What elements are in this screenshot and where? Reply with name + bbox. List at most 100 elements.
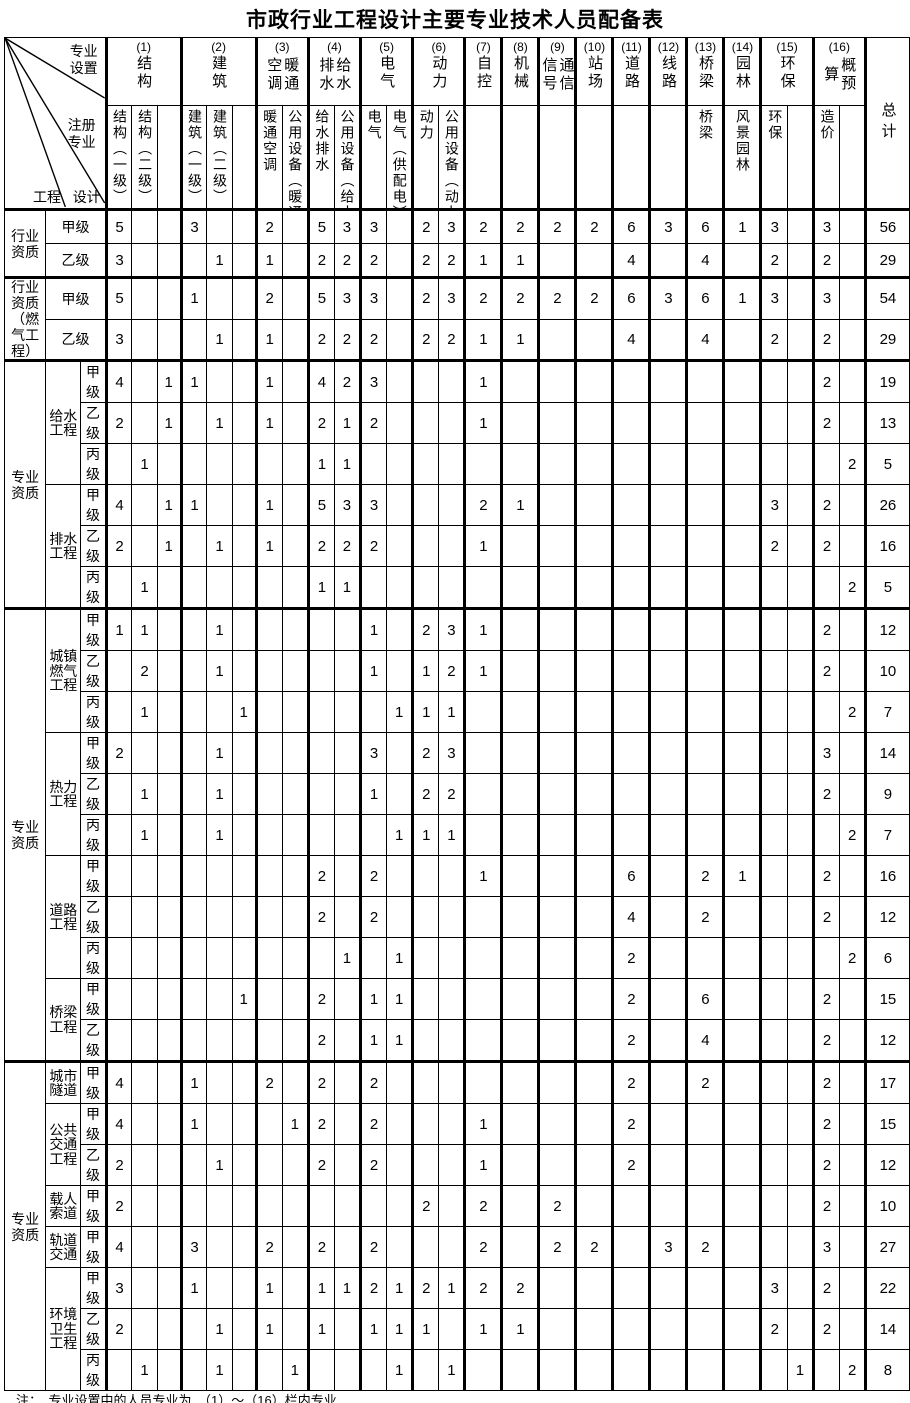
value-cell: [500, 525, 540, 567]
value-cell: [411, 484, 440, 526]
value-cell: [179, 691, 208, 733]
value-cell: [611, 1267, 651, 1309]
value-cell: [811, 937, 841, 979]
value-cell: 3: [179, 208, 208, 244]
col-group-label: 结构: [135, 55, 153, 91]
value-cell: 2: [811, 978, 841, 1020]
value-cell: 3: [811, 276, 841, 320]
value-cell: 2: [411, 208, 440, 244]
value-cell: [131, 276, 158, 320]
value-cell: [231, 443, 257, 485]
value-cell: [759, 443, 789, 485]
value-cell: [156, 276, 182, 320]
value-cell: [254, 855, 283, 897]
sub-col-header: 公用设备（暖通空调）: [281, 105, 309, 210]
table-row: 丙级 1 1 1 1 1 1 2 8: [5, 1349, 910, 1391]
value-cell: 2: [759, 243, 789, 278]
value-cell: [537, 650, 577, 692]
value-cell: [231, 318, 257, 361]
value-cell: 1: [333, 402, 362, 444]
value-cell: [787, 1103, 814, 1145]
value-cell: [254, 1103, 283, 1145]
subgroup-label-cell: 排水工程: [45, 484, 82, 609]
value-cell: [463, 443, 503, 485]
value-cell: 2: [611, 1144, 651, 1186]
value-cell: [500, 359, 540, 403]
value-cell: [104, 566, 133, 609]
col-group-label: 给水排水: [317, 57, 352, 93]
value-cell: [206, 1060, 233, 1104]
value-cell: 2: [306, 402, 335, 444]
value-cell: 1: [463, 607, 503, 651]
value-cell: [104, 978, 133, 1020]
value-cell: 1: [386, 937, 414, 979]
value-cell: 3: [759, 484, 789, 526]
row-total-cell: 29: [863, 318, 910, 361]
value-cell: [722, 814, 762, 856]
group-label-cell: 专业资质: [3, 607, 47, 1062]
value-cell: [131, 855, 158, 897]
value-cell: [611, 650, 651, 692]
value-cell: [759, 691, 789, 733]
value-cell: 2: [811, 1103, 841, 1145]
value-cell: [787, 1308, 814, 1350]
value-cell: 2: [411, 732, 440, 774]
value-cell: [306, 773, 335, 815]
value-cell: 3: [333, 484, 362, 526]
value-cell: [787, 732, 814, 774]
col-group-label: 园林: [733, 55, 751, 91]
value-cell: [333, 896, 362, 938]
value-cell: 2: [811, 1308, 841, 1350]
sub-col-header: 造价: [811, 105, 841, 210]
value-cell: [281, 359, 309, 403]
col-group-label: 自控: [474, 55, 492, 91]
value-cell: [179, 1185, 208, 1227]
value-cell: [156, 937, 182, 979]
value-cell: [685, 732, 725, 774]
value-cell: 1: [131, 814, 158, 856]
value-cell: [206, 1185, 233, 1227]
value-cell: [500, 402, 540, 444]
table-row: 道路工程 甲级 2 2 1 6 2 1 2 16: [5, 855, 910, 979]
value-cell: [359, 814, 388, 856]
value-cell: 2: [131, 650, 158, 692]
value-cell: [537, 1267, 577, 1309]
value-cell: [759, 814, 789, 856]
value-cell: 1: [386, 814, 414, 856]
grade-cell: 乙级: [80, 1308, 107, 1350]
value-cell: 3: [438, 276, 466, 320]
value-cell: [811, 1349, 841, 1391]
value-cell: [787, 208, 814, 244]
value-cell: 1: [333, 443, 362, 485]
value-cell: [574, 443, 614, 485]
sub-col-header: [537, 105, 577, 210]
value-cell: 1: [206, 1144, 233, 1186]
value-cell: [722, 243, 762, 278]
value-cell: 6: [685, 208, 725, 244]
value-cell: [131, 484, 158, 526]
value-cell: [611, 484, 651, 526]
value-cell: [438, 896, 466, 938]
value-cell: 1: [500, 318, 540, 361]
value-cell: 4: [685, 243, 725, 278]
value-cell: [787, 443, 814, 485]
col-group-label: 电气: [378, 55, 396, 91]
value-cell: [611, 1349, 651, 1391]
value-cell: 2: [333, 243, 362, 278]
grade-cell: 乙级: [80, 525, 107, 567]
value-cell: 3: [648, 208, 688, 244]
value-cell: 1: [179, 1267, 208, 1309]
value-cell: [500, 896, 540, 938]
value-cell: 2: [500, 276, 540, 320]
value-cell: 2: [839, 566, 866, 609]
value-cell: [231, 1185, 257, 1227]
value-cell: [722, 896, 762, 938]
corner-label-specialty-setup: 专业设置: [69, 43, 98, 76]
value-cell: [839, 1144, 866, 1186]
value-cell: [231, 1019, 257, 1062]
value-cell: [104, 773, 133, 815]
value-cell: [537, 402, 577, 444]
value-cell: 1: [463, 1103, 503, 1145]
value-cell: 4: [104, 359, 133, 403]
value-cell: 1: [359, 773, 388, 815]
